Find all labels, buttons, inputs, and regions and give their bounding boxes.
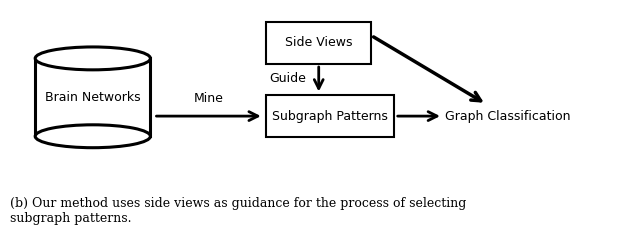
Bar xyxy=(266,22,371,64)
Text: Mine: Mine xyxy=(194,92,223,105)
Text: Graph Classification: Graph Classification xyxy=(445,110,570,123)
Text: Guide: Guide xyxy=(269,72,306,85)
Ellipse shape xyxy=(35,47,150,70)
Text: Brain Networks: Brain Networks xyxy=(45,91,141,104)
Text: (b) Our method uses side views as guidance for the process of selecting: (b) Our method uses side views as guidan… xyxy=(10,197,466,210)
Bar xyxy=(266,95,394,137)
Ellipse shape xyxy=(35,125,150,148)
Text: Side Views: Side Views xyxy=(285,36,352,49)
Text: subgraph patterns.: subgraph patterns. xyxy=(10,212,131,225)
Bar xyxy=(35,58,150,136)
Text: Subgraph Patterns: Subgraph Patterns xyxy=(271,110,388,123)
